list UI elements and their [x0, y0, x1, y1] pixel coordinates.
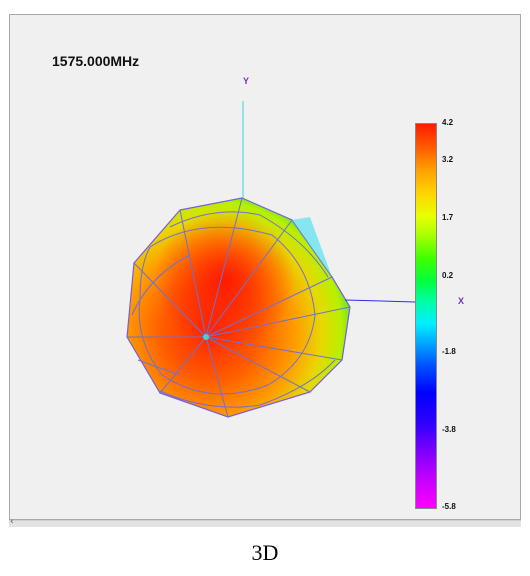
frequency-label: 1575.000MHz: [52, 53, 140, 69]
axis-x-label: X: [458, 296, 465, 306]
colorbar-tick: -1.8: [442, 347, 456, 356]
colorbar-tick: 4.2: [442, 118, 454, 127]
color-scale-bar: [415, 123, 437, 509]
pattern-edge-highlight: [292, 217, 332, 277]
pattern-mesh: [127, 197, 351, 418]
radiation-pattern-plot: [126, 101, 416, 418]
colorbar-tick: -5.8: [442, 502, 456, 511]
figure-caption: 3D: [251, 540, 279, 565]
pattern-hotspot: [127, 198, 350, 417]
colorbar-tick: 1.7: [442, 213, 454, 222]
axis-y-label: Y: [243, 76, 250, 86]
x-axis-line: [344, 299, 416, 303]
chevron-left-icon[interactable]: ‹: [10, 517, 14, 527]
horizontal-scrollbar[interactable]: ‹: [9, 517, 521, 527]
pattern-center: [203, 334, 209, 340]
colorbar-tick: -3.8: [442, 425, 456, 434]
colorbar-tick: 3.2: [442, 155, 454, 164]
colorbar-tick: 0.2: [442, 271, 454, 280]
pattern-viewer[interactable]: 1575.000MHz Y X: [9, 14, 521, 520]
